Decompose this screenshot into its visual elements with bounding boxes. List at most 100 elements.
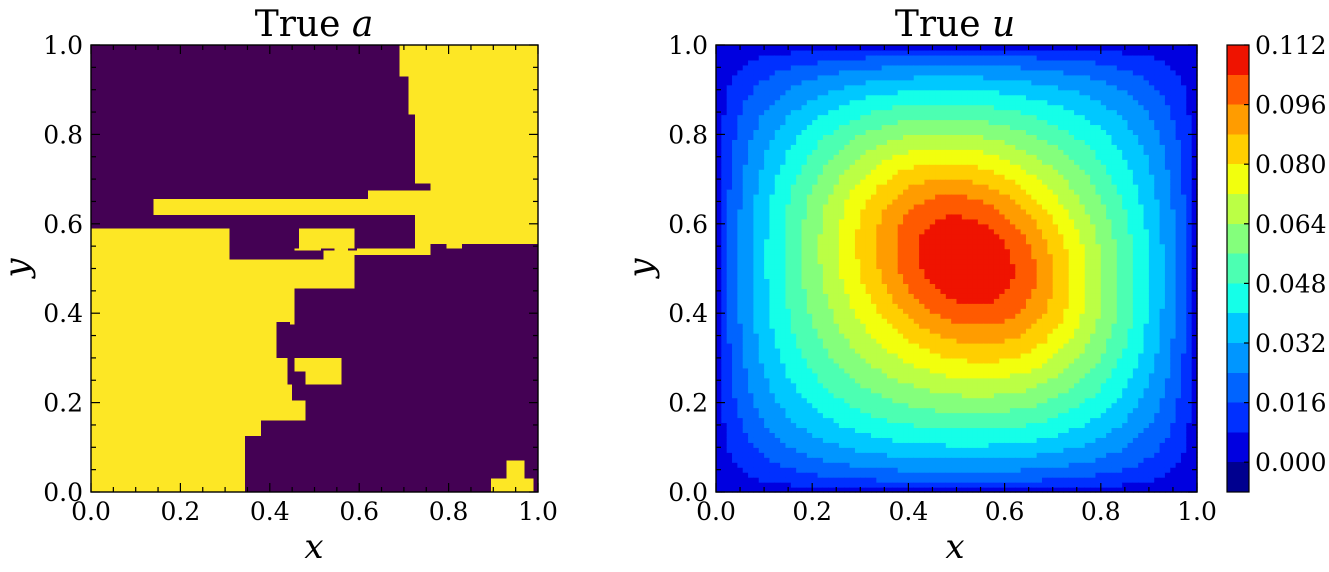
contour-cell	[838, 323, 845, 329]
contour-cell	[908, 442, 915, 448]
contour-cell	[716, 268, 722, 275]
contour-cell	[764, 343, 771, 349]
heatmap-cell-high	[298, 228, 355, 249]
contour-cell	[758, 129, 765, 135]
contour-cell	[780, 99, 787, 106]
contour-cell	[721, 432, 728, 438]
contour-cell	[849, 54, 856, 61]
contour-cell	[945, 174, 952, 180]
contour-cell	[721, 303, 728, 309]
contour-cell	[732, 243, 738, 250]
contour-cell	[881, 94, 888, 101]
contour-cell	[812, 169, 819, 175]
contour-cell	[774, 328, 781, 334]
contour-cell	[721, 198, 728, 205]
contour-cell	[876, 377, 883, 384]
contour-cell	[897, 417, 904, 424]
contour-cell	[897, 144, 904, 150]
contour-cell	[887, 189, 893, 195]
contour-cell	[977, 367, 984, 374]
contour-cell	[764, 308, 771, 314]
contour-cell	[865, 417, 872, 424]
contour-cell	[732, 84, 738, 91]
contour-cell	[903, 417, 909, 424]
contour-cell	[870, 293, 877, 299]
contour-cell	[924, 198, 931, 205]
contour-cell	[769, 372, 776, 379]
contour-cell	[748, 293, 755, 299]
contour-cell	[945, 412, 952, 419]
contour-cell	[940, 352, 947, 359]
contour-cell	[983, 258, 990, 265]
contour-cell	[721, 343, 728, 349]
contour-cell	[844, 377, 851, 384]
contour-cell	[924, 437, 931, 443]
contour-cell	[945, 308, 952, 314]
contour-cell	[913, 457, 920, 463]
contour-cell	[716, 223, 722, 230]
contour-cell	[935, 372, 942, 379]
contour-cell	[796, 119, 803, 126]
contour-cell	[951, 59, 958, 66]
contour-cell	[951, 303, 958, 309]
contour-cell	[951, 323, 958, 329]
contour-cell	[903, 64, 909, 71]
contour-cell	[876, 318, 883, 324]
contour-cell	[908, 64, 915, 71]
contour-cell	[854, 179, 861, 185]
contour-cell	[833, 347, 840, 354]
contour-cell	[812, 288, 819, 294]
contour-cell	[796, 208, 803, 215]
contour-cell	[993, 417, 1000, 424]
contour-cell	[780, 263, 787, 270]
contour-cell	[908, 293, 915, 299]
contour-cell	[929, 218, 936, 225]
contour-cell	[967, 288, 974, 294]
contour-cell	[801, 278, 808, 284]
contour-cell	[940, 347, 947, 354]
contour-cell	[833, 169, 840, 175]
contour-cell	[769, 417, 776, 424]
contour-cell	[870, 338, 877, 344]
contour-cell	[844, 64, 851, 71]
contour-cell	[881, 134, 888, 140]
heatmap-cell-low	[354, 255, 431, 269]
contour-cell	[806, 59, 813, 66]
contour-cell	[988, 194, 995, 200]
contour-cell	[849, 273, 856, 280]
contour-cell	[764, 69, 771, 76]
contour-cell	[769, 313, 776, 319]
contour-cell	[876, 119, 883, 126]
contour-cell	[812, 467, 819, 473]
contour-cell	[838, 228, 845, 235]
contour-cell	[892, 352, 899, 359]
contour-cell	[977, 149, 984, 155]
contour-cell	[860, 99, 867, 106]
contour-cell	[844, 338, 851, 344]
contour-cell	[785, 169, 792, 175]
contour-cell	[956, 139, 963, 145]
contour-cell	[822, 54, 829, 61]
contour-cell	[929, 412, 936, 419]
contour-cell	[758, 79, 765, 86]
contour-cell	[732, 159, 738, 165]
contour-cell	[993, 268, 1000, 275]
contour-cell	[817, 139, 824, 145]
contour-cell	[870, 303, 877, 309]
contour-cell	[785, 134, 792, 140]
contour-cell	[892, 258, 899, 265]
contour-cell	[796, 164, 803, 170]
contour-cell	[785, 417, 792, 424]
contour-cell	[983, 472, 990, 478]
contour-cell	[929, 462, 936, 468]
contour-cell	[887, 372, 893, 379]
contour-cell	[935, 233, 942, 240]
contour-cell	[988, 293, 995, 299]
contour-cell	[924, 69, 931, 76]
contour-cell	[742, 323, 749, 329]
contour-cell	[758, 194, 765, 200]
contour-cell	[822, 343, 829, 349]
contour-cell	[774, 194, 781, 200]
contour-cell	[812, 223, 819, 230]
contour-cell	[935, 333, 942, 339]
